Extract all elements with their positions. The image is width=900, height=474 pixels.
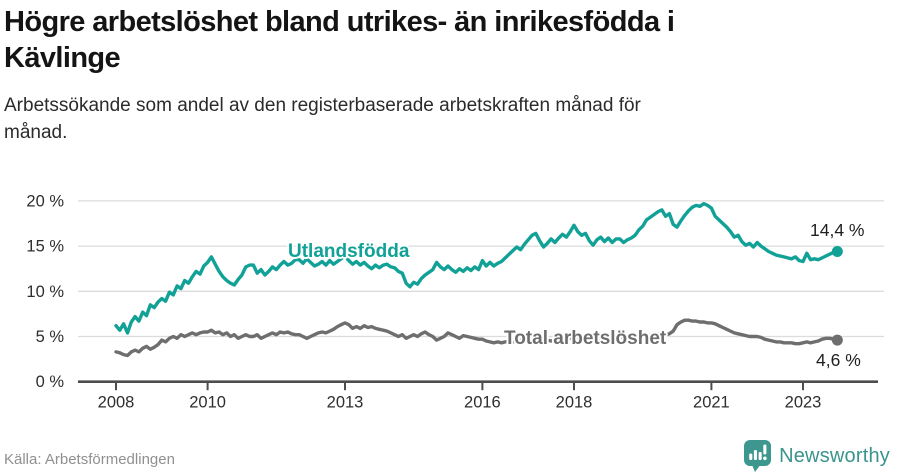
x-axis-tick-label: 2021 — [693, 394, 730, 412]
x-axis-tick-label: 2016 — [464, 394, 501, 412]
end-dot-utlandsfodda — [831, 246, 843, 258]
x-axis-tick-label: 2018 — [556, 394, 593, 412]
x-axis-tick-label: 2008 — [98, 394, 135, 412]
y-axis-tick-label: 0 % — [36, 373, 65, 391]
title-line-1: Högre arbetslöshet bland utrikes- än inr… — [4, 6, 675, 38]
chart-subtitle: Arbetssökande som andel av den registerb… — [4, 92, 864, 146]
subtitle-line-2: månad. — [4, 122, 68, 143]
subtitle-line-1: Arbetssökande som andel av den registerb… — [4, 95, 641, 116]
x-axis-tick-label: 2010 — [189, 394, 226, 412]
newsworthy-wordmark: Newsworthy — [779, 444, 890, 467]
title-line-2: Kävlinge — [4, 42, 121, 74]
series-line-total — [114, 318, 839, 358]
newsworthy-bubble-chart-icon — [744, 440, 772, 472]
page-title: Högre arbetslöshet bland utrikes- än inr… — [4, 4, 884, 76]
y-axis-tick-label: 15 % — [26, 238, 64, 256]
source-attribution: Källa: Arbetsförmedlingen — [4, 451, 175, 468]
x-axis-tick-label: 2023 — [785, 394, 822, 412]
y-axis-tick-label: 5 % — [36, 328, 65, 346]
y-axis-tick-label: 10 % — [26, 283, 64, 301]
newsworthy-logo: Newsworthy — [744, 440, 890, 472]
x-axis-tick-label: 2013 — [327, 394, 364, 412]
end-dot-total — [831, 334, 843, 346]
y-axis-tick-label: 20 % — [26, 192, 64, 210]
series-line-utlandsfodda — [114, 201, 839, 335]
